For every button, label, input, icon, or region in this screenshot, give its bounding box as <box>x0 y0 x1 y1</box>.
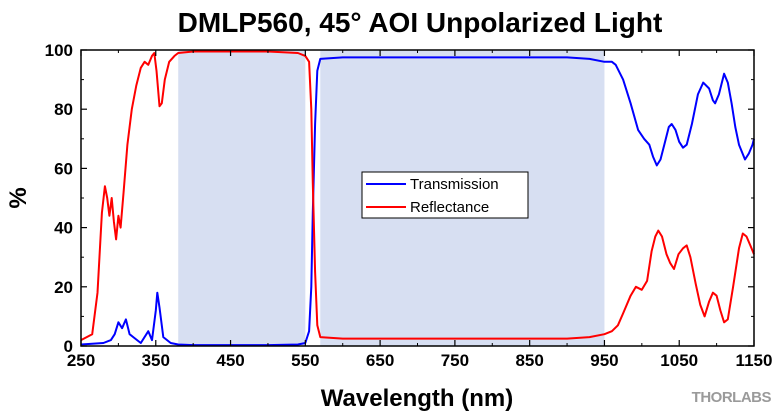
series-lines <box>80 50 755 347</box>
x-axis-title: Wavelength (nm) <box>321 385 513 412</box>
y-tick-label: 100 <box>45 41 73 60</box>
legend-box <box>361 171 529 219</box>
series-line-transmission <box>80 56 755 347</box>
chart-title: DMLP560, 45° AOI Unpolarized Light <box>178 7 663 38</box>
y-axis-title: % <box>5 187 32 208</box>
x-tick-label: 550 <box>291 351 319 370</box>
x-tick-label: 650 <box>366 351 394 370</box>
y-tick-label: 80 <box>54 100 73 119</box>
x-tick-label: 1150 <box>736 351 773 370</box>
y-axis-ticks: 0 20 40 60 80 100 <box>45 41 754 356</box>
x-tick-label: 250 <box>67 351 95 370</box>
y-tick-label: 40 <box>54 219 73 238</box>
x-tick-label: 350 <box>142 351 170 370</box>
legend: Transmission Reflectance <box>361 171 529 219</box>
legend-label-transmission: Transmission <box>410 176 499 193</box>
x-tick-label: 450 <box>216 351 244 370</box>
thorlabs-logo-text: THORLABS <box>692 389 772 406</box>
x-tick-label: 850 <box>515 351 543 370</box>
series-line-reflectance <box>80 50 755 341</box>
x-tick-label: 750 <box>441 351 469 370</box>
legend-label-reflectance: Reflectance <box>410 199 489 216</box>
thorlabs-logo: THORLABS <box>692 389 772 406</box>
x-axis-ticks: 250 350 450 550 650 750 850 950 1050 1150 <box>67 50 773 370</box>
x-tick-label: 1050 <box>660 351 698 370</box>
shaded-band-1 <box>178 50 306 346</box>
y-tick-label: 60 <box>54 159 73 178</box>
y-tick-label: 20 <box>54 278 73 297</box>
y-tick-label: 0 <box>64 337 73 356</box>
x-tick-label: 950 <box>590 351 618 370</box>
